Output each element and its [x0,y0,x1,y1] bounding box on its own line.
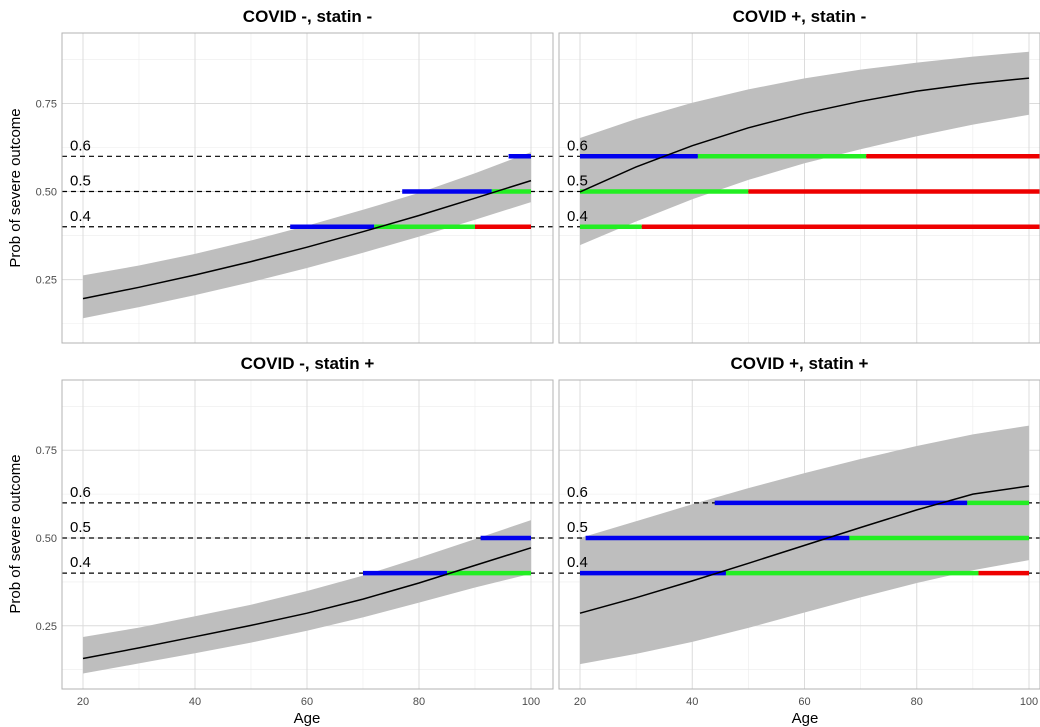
panel-border [558,379,1040,690]
panel-border [61,379,554,690]
x-axis-title-left: Age [294,710,321,727]
y-tick-label: 0.75 [36,98,57,110]
panel-title: COVID -, statin + [241,354,375,373]
reference-label: 0.4 [567,208,588,225]
reference-label: 0.5 [567,173,588,190]
reference-label: 0.5 [70,519,91,536]
x-tick-label: 80 [911,696,923,708]
x-tick-label: 20 [77,696,89,708]
fitted-line [579,485,1030,614]
reference-label: 0.6 [70,484,91,501]
reference-label: 0.6 [567,137,588,154]
x-tick-label: 100 [1020,696,1038,708]
y-tick-label: 0.25 [36,275,57,287]
panel-border [61,32,554,344]
x-tick-label: 100 [522,696,540,708]
y-tick-label: 0.50 [36,187,57,199]
reference-label: 0.5 [70,173,91,190]
panel-title: COVID +, statin + [731,354,869,373]
panel-title: COVID -, statin - [243,7,372,26]
fitted-line [82,547,532,660]
panel-3: 0.6 0.5 0.4 COVID -, statin + 0.25 0.50 0.75 20… [36,354,554,708]
x-tick-label: 40 [686,696,698,708]
x-tick-label: 20 [574,696,586,708]
reference-label: 0.6 [567,484,588,501]
x-tick-label: 60 [301,696,313,708]
y-tick-label: 0.50 [36,533,57,545]
y-axis-title-top: Prob of severe outcome [7,108,24,267]
y-axis-title-bottom: Prob of severe outcome [7,454,24,613]
y-tick-label: 0.75 [36,445,57,457]
x-tick-label: 40 [189,696,201,708]
reference-label: 0.4 [567,554,588,571]
panel-title: COVID +, statin - [733,7,867,26]
fitted-line [579,77,1030,193]
reference-label: 0.4 [70,554,91,571]
panel-border [558,32,1040,344]
x-tick-label: 80 [413,696,425,708]
panel-1: 0.6 0.5 0.4 COVID -, statin - 0.25 0.50 0.75 [36,7,554,344]
reference-label: 0.6 [70,137,91,154]
panel-2: 0.6 0.5 0.4 COVID +, statin - [558,7,1040,344]
confidence-band [83,520,531,674]
reference-label: 0.5 [567,519,588,536]
reference-label: 0.4 [70,208,91,225]
x-tick-label: 60 [798,696,810,708]
panel-4: 0.6 0.5 0.4 COVID +, statin + 20 40 60 80 100 [558,354,1040,708]
fitted-line [82,179,532,300]
y-tick-label: 0.25 [36,621,57,633]
confidence-band [580,51,1029,246]
x-axis-title-right: Age [792,710,819,727]
